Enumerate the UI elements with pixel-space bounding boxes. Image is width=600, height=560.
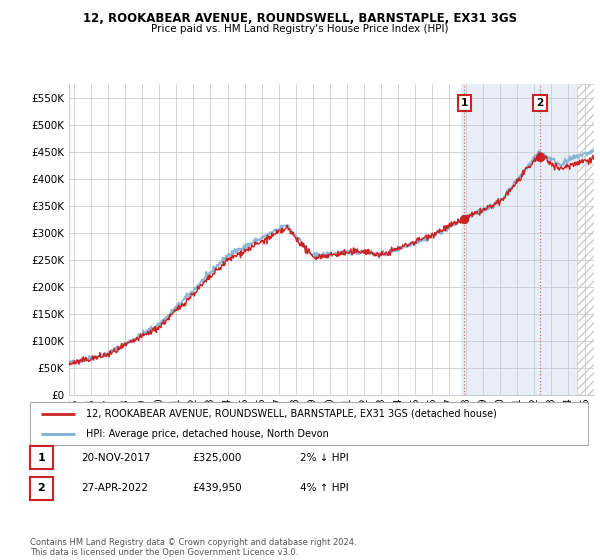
Text: Price paid vs. HM Land Registry's House Price Index (HPI): Price paid vs. HM Land Registry's House … [151, 24, 449, 34]
Text: 2: 2 [38, 483, 45, 493]
Text: 12, ROOKABEAR AVENUE, ROUNDSWELL, BARNSTAPLE, EX31 3GS: 12, ROOKABEAR AVENUE, ROUNDSWELL, BARNST… [83, 12, 517, 25]
Text: Contains HM Land Registry data © Crown copyright and database right 2024.
This d: Contains HM Land Registry data © Crown c… [30, 538, 356, 557]
Text: £439,950: £439,950 [192, 483, 242, 493]
Text: 2% ↓ HPI: 2% ↓ HPI [300, 452, 349, 463]
Text: 1: 1 [38, 452, 45, 463]
Bar [577, 84, 594, 395]
Text: £325,000: £325,000 [192, 452, 241, 463]
Text: 2: 2 [536, 98, 544, 108]
Text: 12, ROOKABEAR AVENUE, ROUNDSWELL, BARNSTAPLE, EX31 3GS (detached house): 12, ROOKABEAR AVENUE, ROUNDSWELL, BARNST… [86, 409, 497, 419]
Text: HPI: Average price, detached house, North Devon: HPI: Average price, detached house, Nort… [86, 430, 329, 439]
Text: 20-NOV-2017: 20-NOV-2017 [81, 452, 151, 463]
Text: 4% ↑ HPI: 4% ↑ HPI [300, 483, 349, 493]
Point [460, 214, 469, 223]
Bar [461, 84, 586, 395]
Point [535, 152, 545, 161]
Text: 1: 1 [461, 98, 468, 108]
Text: 27-APR-2022: 27-APR-2022 [81, 483, 148, 493]
